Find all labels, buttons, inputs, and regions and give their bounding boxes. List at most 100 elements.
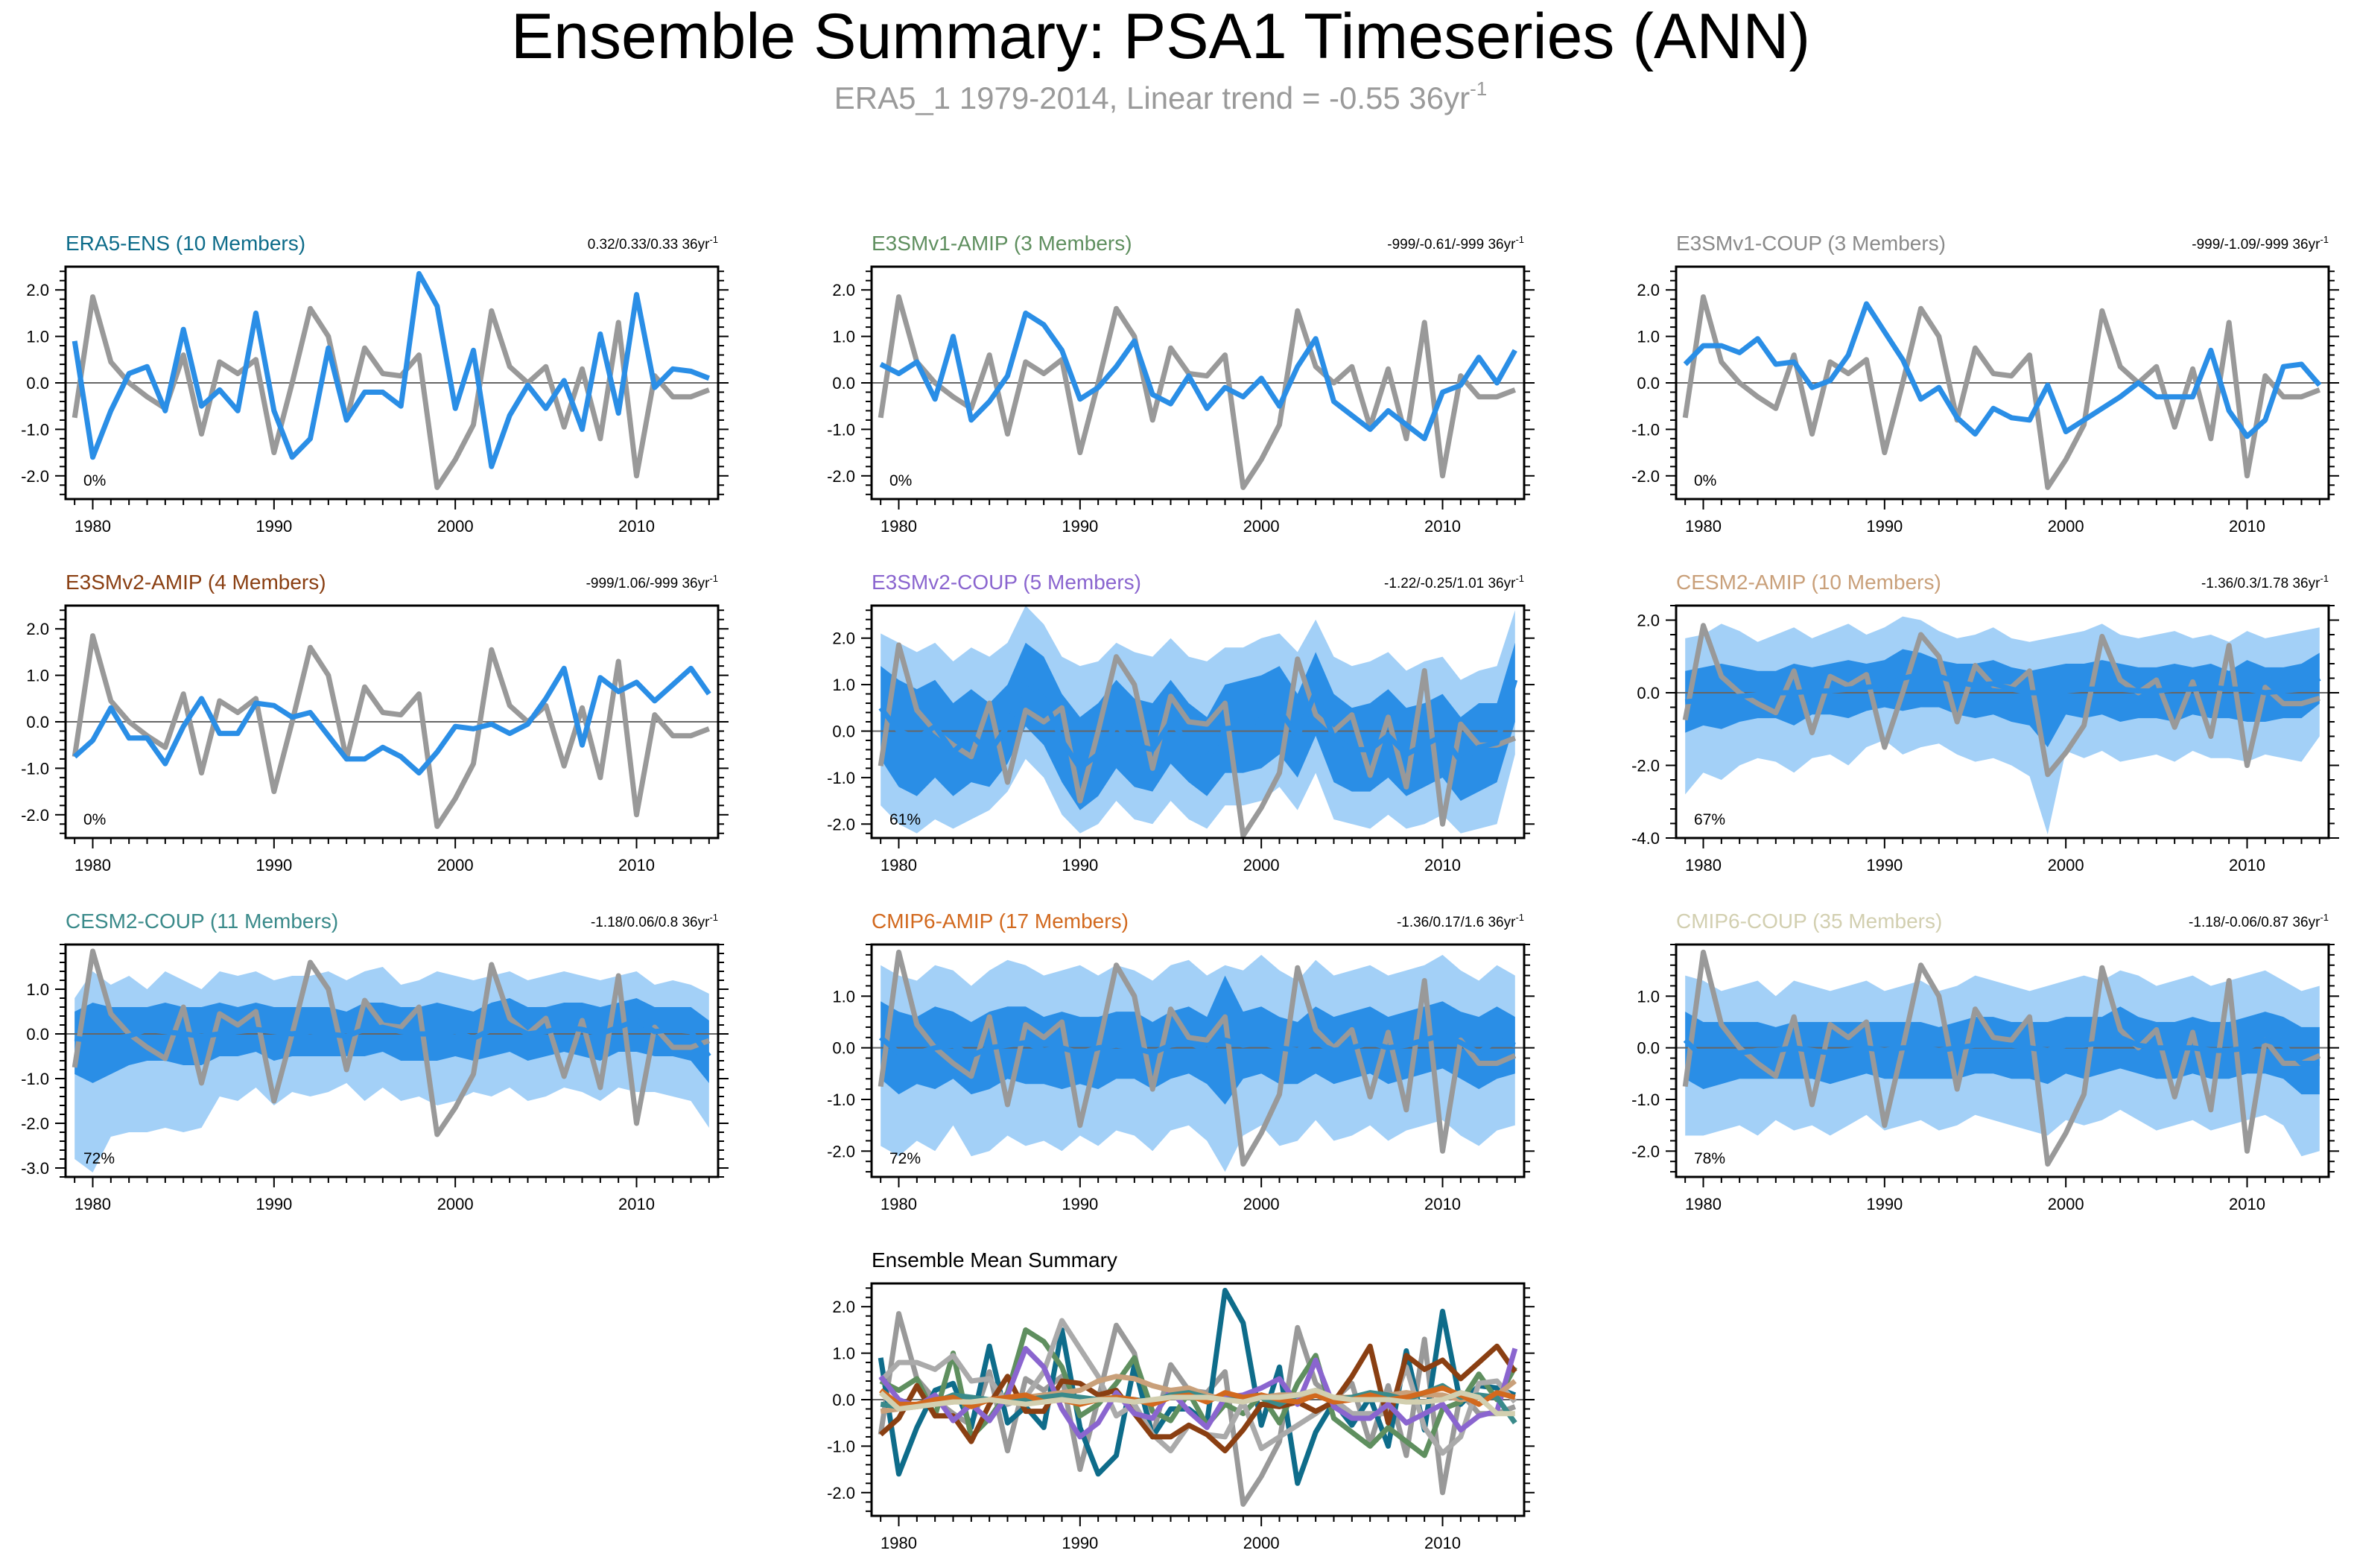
y-tick-label: -2.0	[21, 806, 49, 825]
panel-trend: -1.18/-0.06/0.87 36yr-1	[2189, 912, 2329, 930]
x-tick-label: 2000	[437, 856, 474, 875]
ensemble-mean-line	[1683, 1035, 2320, 1066]
x-tick-label: 1990	[1062, 856, 1098, 875]
x-tick-label: 1980	[881, 517, 917, 536]
y-tick-label: 0.0	[26, 713, 49, 731]
x-tick-label: 2000	[437, 1195, 474, 1213]
model-series-line	[878, 1388, 1515, 1417]
x-tick-label: 2010	[1424, 1195, 1461, 1213]
panel-trend-text: -999/1.06/-999 36yr	[586, 576, 711, 591]
y-tick-label: -1.0	[1631, 1091, 1660, 1109]
panel-plot-area	[66, 270, 718, 490]
panel-title: CESM2-COUP (11 Members)	[66, 910, 338, 933]
x-tick-label: 2000	[2048, 517, 2084, 536]
x-tick-label: 1980	[1685, 517, 1722, 536]
x-tick-label: 1980	[1685, 856, 1722, 875]
y-tick-label: 2.0	[1637, 281, 1660, 299]
y-tick-label: -1.0	[21, 420, 49, 439]
ensemble-mean-line	[1684, 672, 2321, 705]
y-tick-label: 1.0	[26, 667, 49, 685]
x-tick-label: 1980	[1685, 1195, 1722, 1213]
y-tick-label: 2.0	[832, 281, 855, 299]
x-tick-label: 2000	[1243, 856, 1280, 875]
panel-trend: -1.22/-0.25/1.01 36yr-1	[1384, 573, 1524, 591]
panel-trend-exponent: -1	[1515, 912, 1524, 923]
x-tick-label: 2010	[1424, 856, 1461, 875]
y-tick-label: 1.0	[832, 987, 855, 1006]
x-tick-label: 2010	[618, 517, 655, 536]
x-tick-label: 1990	[1062, 1195, 1098, 1213]
figure-subtitle-exponent: -1	[1470, 77, 1487, 100]
panel-trend-exponent: -1	[1515, 573, 1524, 584]
panel-plot-area	[66, 948, 718, 1172]
x-tick-label: 2010	[618, 856, 655, 875]
ensemble-mean-line	[878, 1032, 1516, 1058]
pct-label: 67%	[1694, 811, 1725, 828]
ensemble-mean-line	[879, 310, 1517, 442]
plot-frame	[1675, 943, 2330, 1178]
y-tick-label: 1.0	[832, 328, 855, 346]
panel-trend-text: -999/-1.09/-999 36yr	[2192, 237, 2320, 253]
inner-spread-band	[881, 642, 1515, 810]
panel-trend: 0.32/0.33/0.33 36yr-1	[588, 234, 718, 253]
observed-series-line	[878, 294, 1517, 490]
panel-trend: -1.18/0.06/0.8 36yr-1	[591, 912, 718, 930]
panel-8: CMIP6-AMIP (17 Members) -1.36/0.17/1.6 36…	[827, 910, 1535, 1213]
panel-plot-area	[1676, 949, 2329, 1167]
panel-7: CESM2-COUP (11 Members) -1.18/0.06/0.8 36…	[21, 910, 729, 1213]
y-tick-label: -2.0	[827, 1142, 855, 1161]
x-tick-label: 1990	[256, 856, 292, 875]
panel-title: CMIP6-AMIP (17 Members)	[872, 910, 1129, 933]
y-tick-label: 1.0	[832, 1345, 855, 1363]
y-tick-label: 0.0	[832, 374, 855, 393]
panel-title: CESM2-AMIP (10 Members)	[1676, 571, 1941, 594]
y-tick-label: -1.0	[21, 1070, 49, 1088]
panel-trend: -1.36/0.17/1.6 36yr-1	[1397, 912, 1524, 930]
panel-trend-exponent: -1	[709, 234, 718, 245]
panel-trend: -999/1.06/-999 36yr-1	[586, 573, 718, 591]
panel-5: E3SMv2-COUP (5 Members) -1.22/-0.25/1.01 …	[827, 571, 1535, 875]
y-tick-label: 0.0	[26, 374, 49, 393]
panel-title: E3SMv1-COUP (3 Members)	[1676, 232, 1946, 255]
x-tick-label: 1980	[74, 1195, 111, 1213]
panel-trend-exponent: -1	[709, 912, 718, 923]
panel-trend-text: -1.22/-0.25/1.01 36yr	[1384, 576, 1516, 591]
panel-trend-text: -999/-0.61/-999 36yr	[1387, 237, 1516, 253]
x-tick-label: 1980	[74, 856, 111, 875]
x-tick-label: 1990	[1866, 517, 1903, 536]
panel-trend-exponent: -1	[709, 573, 718, 584]
x-tick-label: 2000	[2048, 856, 2084, 875]
observed-series-line	[1682, 949, 2321, 1167]
x-tick-label: 1980	[881, 1195, 917, 1213]
panel-title: Ensemble Mean Summary	[872, 1248, 1117, 1272]
panel-title: ERA5-ENS (10 Members)	[66, 232, 305, 255]
y-tick-label: 2.0	[832, 629, 855, 648]
x-tick-label: 1980	[881, 1534, 917, 1552]
y-tick-label: 2.0	[1637, 612, 1660, 630]
panel-title: E3SMv2-AMIP (4 Members)	[66, 571, 326, 594]
panel-10: Ensemble Mean Summary -2.0 -1.0 0.0 1.0 2.0 19…	[827, 1248, 1535, 1552]
observed-series-line	[878, 642, 1517, 838]
observed-series-line	[72, 633, 711, 829]
panel-4: E3SMv2-AMIP (4 Members) -999/1.06/-999 36…	[21, 571, 729, 875]
x-tick-label: 1990	[1062, 1534, 1098, 1552]
x-tick-label: 1980	[881, 856, 917, 875]
y-tick-label: -2.0	[827, 815, 855, 834]
panel-trend-text: -1.36/0.3/1.78 36yr	[2201, 576, 2320, 591]
x-tick-label: 2010	[2229, 1195, 2265, 1213]
panel-9: CMIP6-COUP (35 Members) -1.18/-0.06/0.87 …	[1631, 910, 2339, 1213]
panel-plot-area	[1676, 616, 2329, 835]
x-tick-label: 1980	[74, 517, 111, 536]
figure-subtitle-text: ERA5_1 1979-2014, Linear trend = -0.55 3…	[834, 80, 1470, 115]
panel-trend-exponent: -1	[1515, 234, 1524, 245]
ensemble-mean-line	[74, 1018, 711, 1058]
panel-trend-exponent: -1	[2320, 912, 2329, 923]
inner-spread-band	[1685, 649, 2320, 748]
ensemble-mean-line	[878, 677, 1518, 771]
x-tick-label: 2000	[1243, 1195, 1280, 1213]
panel-3: E3SMv1-COUP (3 Members) -999/-1.09/-999 3…	[1631, 232, 2339, 536]
x-tick-label: 1990	[256, 517, 292, 536]
panel-plot-area	[872, 1287, 1524, 1507]
y-tick-label: 1.0	[1637, 987, 1660, 1006]
x-tick-label: 1990	[1866, 856, 1903, 875]
